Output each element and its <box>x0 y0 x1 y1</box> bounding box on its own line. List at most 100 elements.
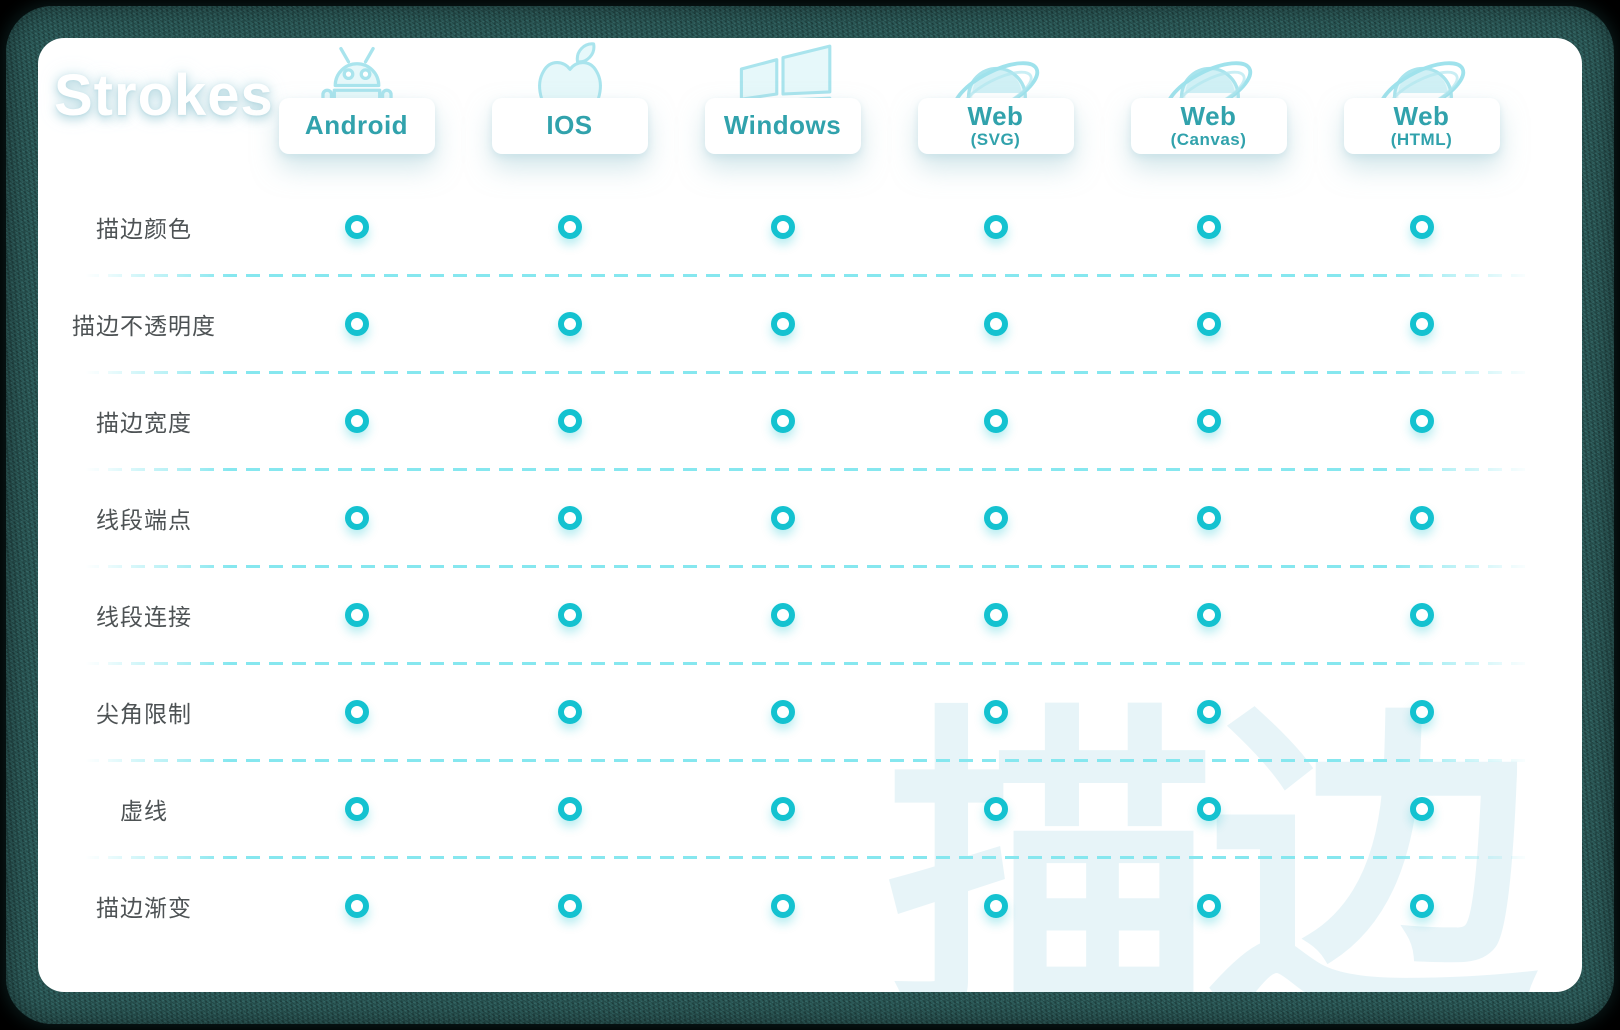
platform-sublabel: (HTML) <box>1390 129 1453 149</box>
supported-ring-icon <box>983 699 1008 724</box>
table-row: 线段端点 <box>38 467 1582 566</box>
table-row: 虚线 <box>38 758 1582 857</box>
supported-ring-icon <box>770 505 795 530</box>
supported-ring-icon <box>1409 214 1434 239</box>
supported-ring-icon <box>1196 893 1221 918</box>
supported-ring-icon <box>770 408 795 433</box>
support-cell <box>676 796 889 821</box>
row-divider <box>85 370 1532 374</box>
title-cell: Strokes <box>38 38 273 178</box>
platform-sublabel: (Canvas) <box>1170 129 1247 149</box>
support-cell <box>250 893 463 918</box>
table-row: 描边颜色 <box>38 178 1582 275</box>
feature-label: 描边不透明度 <box>72 312 216 339</box>
supported-ring-icon <box>1196 699 1221 724</box>
supported-ring-icon <box>983 602 1008 627</box>
table-row: 尖角限制 <box>38 661 1582 760</box>
supported-ring-icon <box>983 408 1008 433</box>
table-row: 描边渐变 <box>38 855 1582 954</box>
supported-ring-icon <box>1196 214 1221 239</box>
column-header-web-svg: Web (SVG) <box>889 38 1102 178</box>
support-cell <box>676 505 889 530</box>
feature-label-cell: 描边不透明度 <box>38 307 250 341</box>
support-cell <box>676 893 889 918</box>
support-cell <box>250 796 463 821</box>
feature-label-cell: 描边渐变 <box>38 889 250 923</box>
supported-ring-icon <box>344 311 369 336</box>
supported-ring-icon <box>1409 699 1434 724</box>
platform-label: Web <box>967 100 1024 131</box>
support-cell <box>250 505 463 530</box>
platform-pill-web-svg: Web (SVG) <box>917 98 1074 154</box>
support-cell <box>1102 602 1315 627</box>
support-cell <box>676 311 889 336</box>
supported-ring-icon <box>983 214 1008 239</box>
row-divider <box>85 758 1532 762</box>
support-cell <box>1315 311 1528 336</box>
feature-label: 描边颜色 <box>96 215 192 242</box>
supported-ring-icon <box>770 699 795 724</box>
support-cell <box>1315 408 1528 433</box>
supported-ring-icon <box>557 505 582 530</box>
supported-ring-icon <box>344 214 369 239</box>
feature-label-cell: 描边颜色 <box>38 210 250 244</box>
support-cell <box>1102 311 1315 336</box>
feature-label: 虚线 <box>120 797 168 824</box>
supported-ring-icon <box>1196 602 1221 627</box>
supported-ring-icon <box>1409 311 1434 336</box>
supported-ring-icon <box>557 602 582 627</box>
support-cell <box>676 214 889 239</box>
row-divider <box>85 661 1532 665</box>
platform-label: Android <box>304 110 409 141</box>
support-cell <box>463 505 676 530</box>
support-cell <box>676 408 889 433</box>
supported-ring-icon <box>344 699 369 724</box>
support-cell <box>250 699 463 724</box>
supported-ring-icon <box>770 893 795 918</box>
feature-label: 描边渐变 <box>96 894 192 921</box>
table-row: 描边宽度 <box>38 370 1582 469</box>
support-cell <box>1102 796 1315 821</box>
supported-ring-icon <box>557 699 582 724</box>
feature-label-cell: 尖角限制 <box>38 695 250 729</box>
row-divider <box>85 273 1532 277</box>
support-cell <box>463 311 676 336</box>
platform-pill-ios: IOS <box>491 98 648 154</box>
column-header-windows: Windows <box>676 38 889 178</box>
row-divider <box>85 467 1532 471</box>
table-header: Strokes Android IOS Windows Web (SVG) Web (Can… <box>38 38 1582 178</box>
supported-ring-icon <box>557 311 582 336</box>
platform-pill-web-canvas: Web (Canvas) <box>1130 98 1287 154</box>
support-cell <box>676 602 889 627</box>
supported-ring-icon <box>1196 311 1221 336</box>
support-cell <box>1315 214 1528 239</box>
feature-label-cell: 线段连接 <box>38 598 250 632</box>
support-cell <box>1315 893 1528 918</box>
feature-table-body: 描边颜色描边不透明度 描边宽度线段端点线段连接尖角限制虚线描边渐变 <box>38 178 1582 954</box>
support-cell <box>1102 505 1315 530</box>
supported-ring-icon <box>344 505 369 530</box>
table-row: 描边不透明度 <box>38 273 1582 372</box>
feature-label: 线段端点 <box>96 506 192 533</box>
platform-label: Web <box>1180 100 1237 131</box>
support-cell <box>1315 796 1528 821</box>
support-cell <box>1102 408 1315 433</box>
supported-ring-icon <box>344 893 369 918</box>
support-cell <box>1315 602 1528 627</box>
feature-label-cell: 线段端点 <box>38 501 250 535</box>
support-cell <box>463 214 676 239</box>
supported-ring-icon <box>344 602 369 627</box>
platform-pill-android: Android <box>278 98 435 154</box>
support-cell <box>889 505 1102 530</box>
support-cell <box>889 311 1102 336</box>
platform-label: IOS <box>546 110 593 141</box>
support-cell <box>889 214 1102 239</box>
column-header-web-canvas: Web (Canvas) <box>1102 38 1315 178</box>
support-cell <box>1315 505 1528 530</box>
feature-label: 线段连接 <box>96 603 192 630</box>
feature-label-cell: 虚线 <box>38 792 250 826</box>
support-cell <box>250 214 463 239</box>
feature-label: 描边宽度 <box>96 409 192 436</box>
supported-ring-icon <box>1409 408 1434 433</box>
supported-ring-icon <box>344 408 369 433</box>
